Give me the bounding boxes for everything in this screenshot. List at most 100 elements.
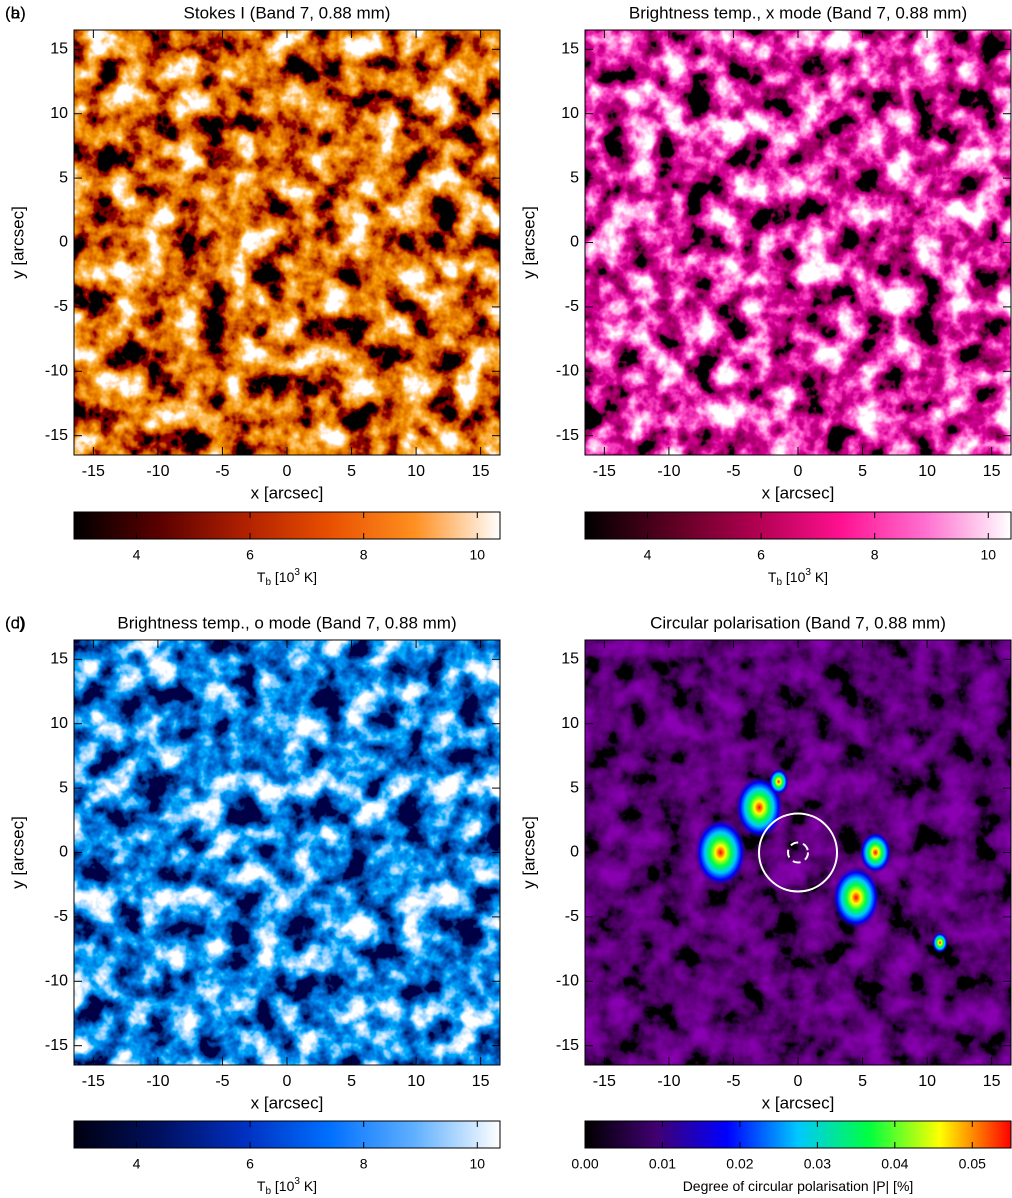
y-tick-label: -5: [565, 298, 579, 315]
x-tick-label: 5: [347, 463, 356, 480]
polarisation-patch: [859, 831, 892, 874]
y-tick-label: 10: [50, 715, 68, 732]
x-axis-label: x [arcsec]: [762, 1093, 835, 1112]
panel-label: (d): [5, 613, 26, 632]
x-tick-label: 10: [407, 463, 425, 480]
colorbar-tick-label: 0.05: [959, 1156, 986, 1172]
x-tick-label: 0: [794, 1073, 803, 1090]
x-tick-label: -5: [215, 463, 229, 480]
x-tick-label: 0: [283, 1073, 292, 1090]
panel: (c) Brightness temp., o mode (Band 7, 0.8…: [5, 613, 501, 1197]
colorbar-tick-label: 10: [469, 547, 485, 563]
x-axis-label: x [arcsec]: [251, 483, 324, 502]
x-tick-label: -10: [657, 1073, 680, 1090]
colorbar-label-end: K]: [300, 569, 317, 585]
colorbar-label-mid: [10: [271, 1178, 295, 1194]
panel-title: Stokes I (Band 7, 0.88 mm): [184, 3, 391, 22]
panel: (a) Stokes I (Band 7, 0.88 mm) -15 -10 -5 0 5 1…: [5, 3, 501, 588]
panel-label: (a): [5, 3, 26, 22]
x-tick-label: 0: [794, 463, 803, 480]
polarisation-patch: [694, 818, 747, 887]
x-tick-label: -15: [82, 463, 105, 480]
x-tick-label: -15: [82, 1073, 105, 1090]
y-tick-label: -5: [54, 298, 68, 315]
y-tick-label: -15: [556, 1037, 579, 1054]
y-tick-label: -10: [45, 973, 68, 990]
y-tick-label: -15: [45, 1037, 68, 1054]
colorbar-tick-label: 4: [133, 1156, 141, 1172]
colorbar-label-sub: b: [265, 1186, 271, 1197]
y-tick-label: 0: [59, 844, 68, 861]
y-tick-label: -10: [45, 363, 68, 380]
colorbar-label: Tb [103 K]: [257, 1176, 317, 1197]
y-axis-label: y [arcsec]: [8, 206, 27, 279]
y-tick-label: -5: [54, 908, 68, 925]
colorbar-tick-label: 0.03: [804, 1156, 831, 1172]
x-tick-label: -5: [726, 1073, 740, 1090]
y-tick-label: 15: [561, 651, 579, 668]
x-tick-label: -10: [146, 463, 169, 480]
colorbar-tick-label: 8: [360, 547, 368, 563]
x-tick-label: 5: [347, 1073, 356, 1090]
x-tick-label: -15: [593, 463, 616, 480]
map-image: [74, 640, 500, 1065]
colorbar: [73, 511, 501, 540]
x-tick-label: 15: [472, 463, 490, 480]
colorbar-label: Tb [103 K]: [768, 567, 828, 588]
panel-title: Circular polarisation (Band 7, 0.88 mm): [650, 613, 946, 632]
y-axis-label: y [arcsec]: [519, 206, 538, 279]
colorbar-tick-label: 6: [246, 1156, 254, 1172]
colorbar-label-sup: 3: [294, 567, 300, 578]
panel-label: (c): [5, 613, 25, 632]
x-tick-label: -5: [215, 1073, 229, 1090]
x-tick-label: -15: [593, 1073, 616, 1090]
x-axis-label: x [arcsec]: [251, 1093, 324, 1112]
colorbar-label-end: K]: [811, 569, 828, 585]
x-tick-label: 5: [858, 1073, 867, 1090]
map-image: [585, 30, 1011, 455]
colorbar-label-sub: b: [776, 577, 782, 588]
colorbar-tick-label: 8: [871, 547, 879, 563]
x-tick-label: -5: [726, 463, 740, 480]
colorbar: [584, 511, 1012, 540]
y-tick-label: 0: [570, 234, 579, 251]
colorbar-label-sub: b: [265, 577, 271, 588]
y-tick-label: 5: [59, 169, 68, 186]
colorbar-tick-label: 4: [644, 547, 652, 563]
x-tick-label: 5: [858, 463, 867, 480]
field-of-view-circle: [758, 812, 838, 893]
colorbar-tick-label: 6: [246, 547, 254, 563]
colorbar-tick-label: 10: [469, 1156, 485, 1172]
colorbar-label-main: Degree of circular polarisation |P| [%]: [683, 1178, 914, 1194]
y-tick-label: 5: [570, 779, 579, 796]
y-tick-label: 15: [561, 41, 579, 58]
colorbar-tick-label: 6: [757, 547, 765, 563]
map-image: [585, 640, 1011, 1065]
colorbar-label: Tb [103 K]: [257, 567, 317, 588]
polarisation-patch: [832, 866, 881, 929]
x-tick-label: 0: [283, 463, 292, 480]
y-tick-label: 10: [561, 105, 579, 122]
panel: (b) Brightness temp., x mode (Band 7, 0.8…: [5, 3, 1012, 588]
polarisation-patch: [932, 932, 948, 954]
panel-title: Brightness temp., x mode (Band 7, 0.88 m…: [629, 3, 967, 22]
y-axis-label: y [arcsec]: [8, 816, 27, 889]
polarisation-patch: [768, 768, 789, 795]
colorbar: [73, 1120, 501, 1149]
y-axis-label: y [arcsec]: [519, 816, 538, 889]
x-tick-label: 15: [472, 1073, 490, 1090]
y-tick-label: -15: [556, 427, 579, 444]
y-tick-label: 5: [59, 779, 68, 796]
colorbar-tick-label: 10: [980, 547, 996, 563]
y-tick-label: -15: [45, 427, 68, 444]
y-tick-label: 5: [570, 169, 579, 186]
colorbar-tick-label: 0.01: [649, 1156, 676, 1172]
colorbar-label-sup: 3: [294, 1176, 300, 1187]
y-tick-label: 0: [59, 234, 68, 251]
panel-title: Brightness temp., o mode (Band 7, 0.88 m…: [117, 613, 456, 632]
colorbar-label-main: T: [257, 569, 266, 585]
x-tick-label: 15: [983, 463, 1001, 480]
y-tick-label: 0: [570, 844, 579, 861]
y-tick-label: 15: [50, 651, 68, 668]
